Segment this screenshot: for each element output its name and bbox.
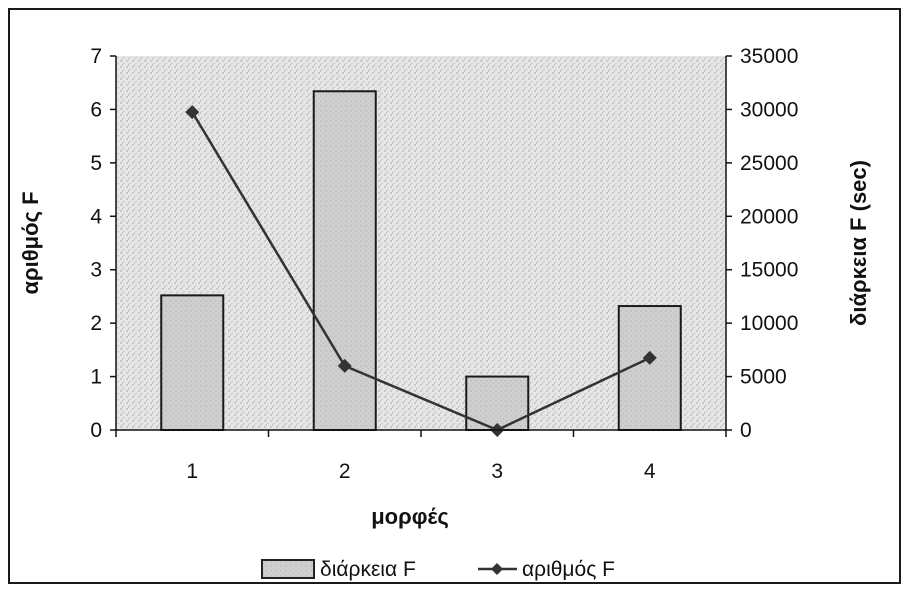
y-axis-left-title: αριθμός F <box>18 191 43 294</box>
legend-label-count: αριθμός F <box>522 558 615 581</box>
legend: διάρκεια F αριθμός F <box>261 558 615 581</box>
x-axis-title: μορφές <box>371 504 449 529</box>
y-right-tick-label: 20000 <box>740 205 798 228</box>
y-right-tick-label: 35000 <box>740 45 798 68</box>
bar-duration-1 <box>160 294 225 431</box>
y-right-tick-label: 5000 <box>740 366 787 389</box>
x-tick-label: 2 <box>339 460 351 483</box>
series-line-count <box>191 111 651 432</box>
y-axis-right-title: διάρκεια F (sec) <box>846 160 871 326</box>
y-right-tick-label: 25000 <box>740 152 798 175</box>
y-left-tick-label: 1 <box>90 366 102 389</box>
y-right-tick-label: 30000 <box>740 98 798 121</box>
x-tick-label: 3 <box>491 460 503 483</box>
legend-marker-count <box>491 563 503 575</box>
marker-count-4 <box>642 350 657 365</box>
legend-label-duration: διάρκεια F <box>320 558 416 581</box>
marker-count-2 <box>337 358 352 373</box>
y-left-tick-label: 6 <box>90 98 102 121</box>
marker-count-1 <box>185 105 200 120</box>
legend-swatch-duration <box>261 559 315 579</box>
y-left-tick-label: 4 <box>90 205 102 228</box>
y-left-tick-label: 5 <box>90 152 102 175</box>
y-left-tick-label: 7 <box>90 45 102 68</box>
x-tick-label: 1 <box>186 460 198 483</box>
y-right-tick-label: 15000 <box>740 259 798 282</box>
y-left-tick-label: 3 <box>90 259 102 282</box>
y-left-tick-label: 2 <box>90 312 102 335</box>
y-right-tick-label: 10000 <box>740 312 798 335</box>
bar-duration-2 <box>312 90 377 432</box>
x-tick-label: 4 <box>644 460 656 483</box>
y-right-tick-label: 0 <box>740 419 752 442</box>
y-left-tick-label: 0 <box>90 419 102 442</box>
